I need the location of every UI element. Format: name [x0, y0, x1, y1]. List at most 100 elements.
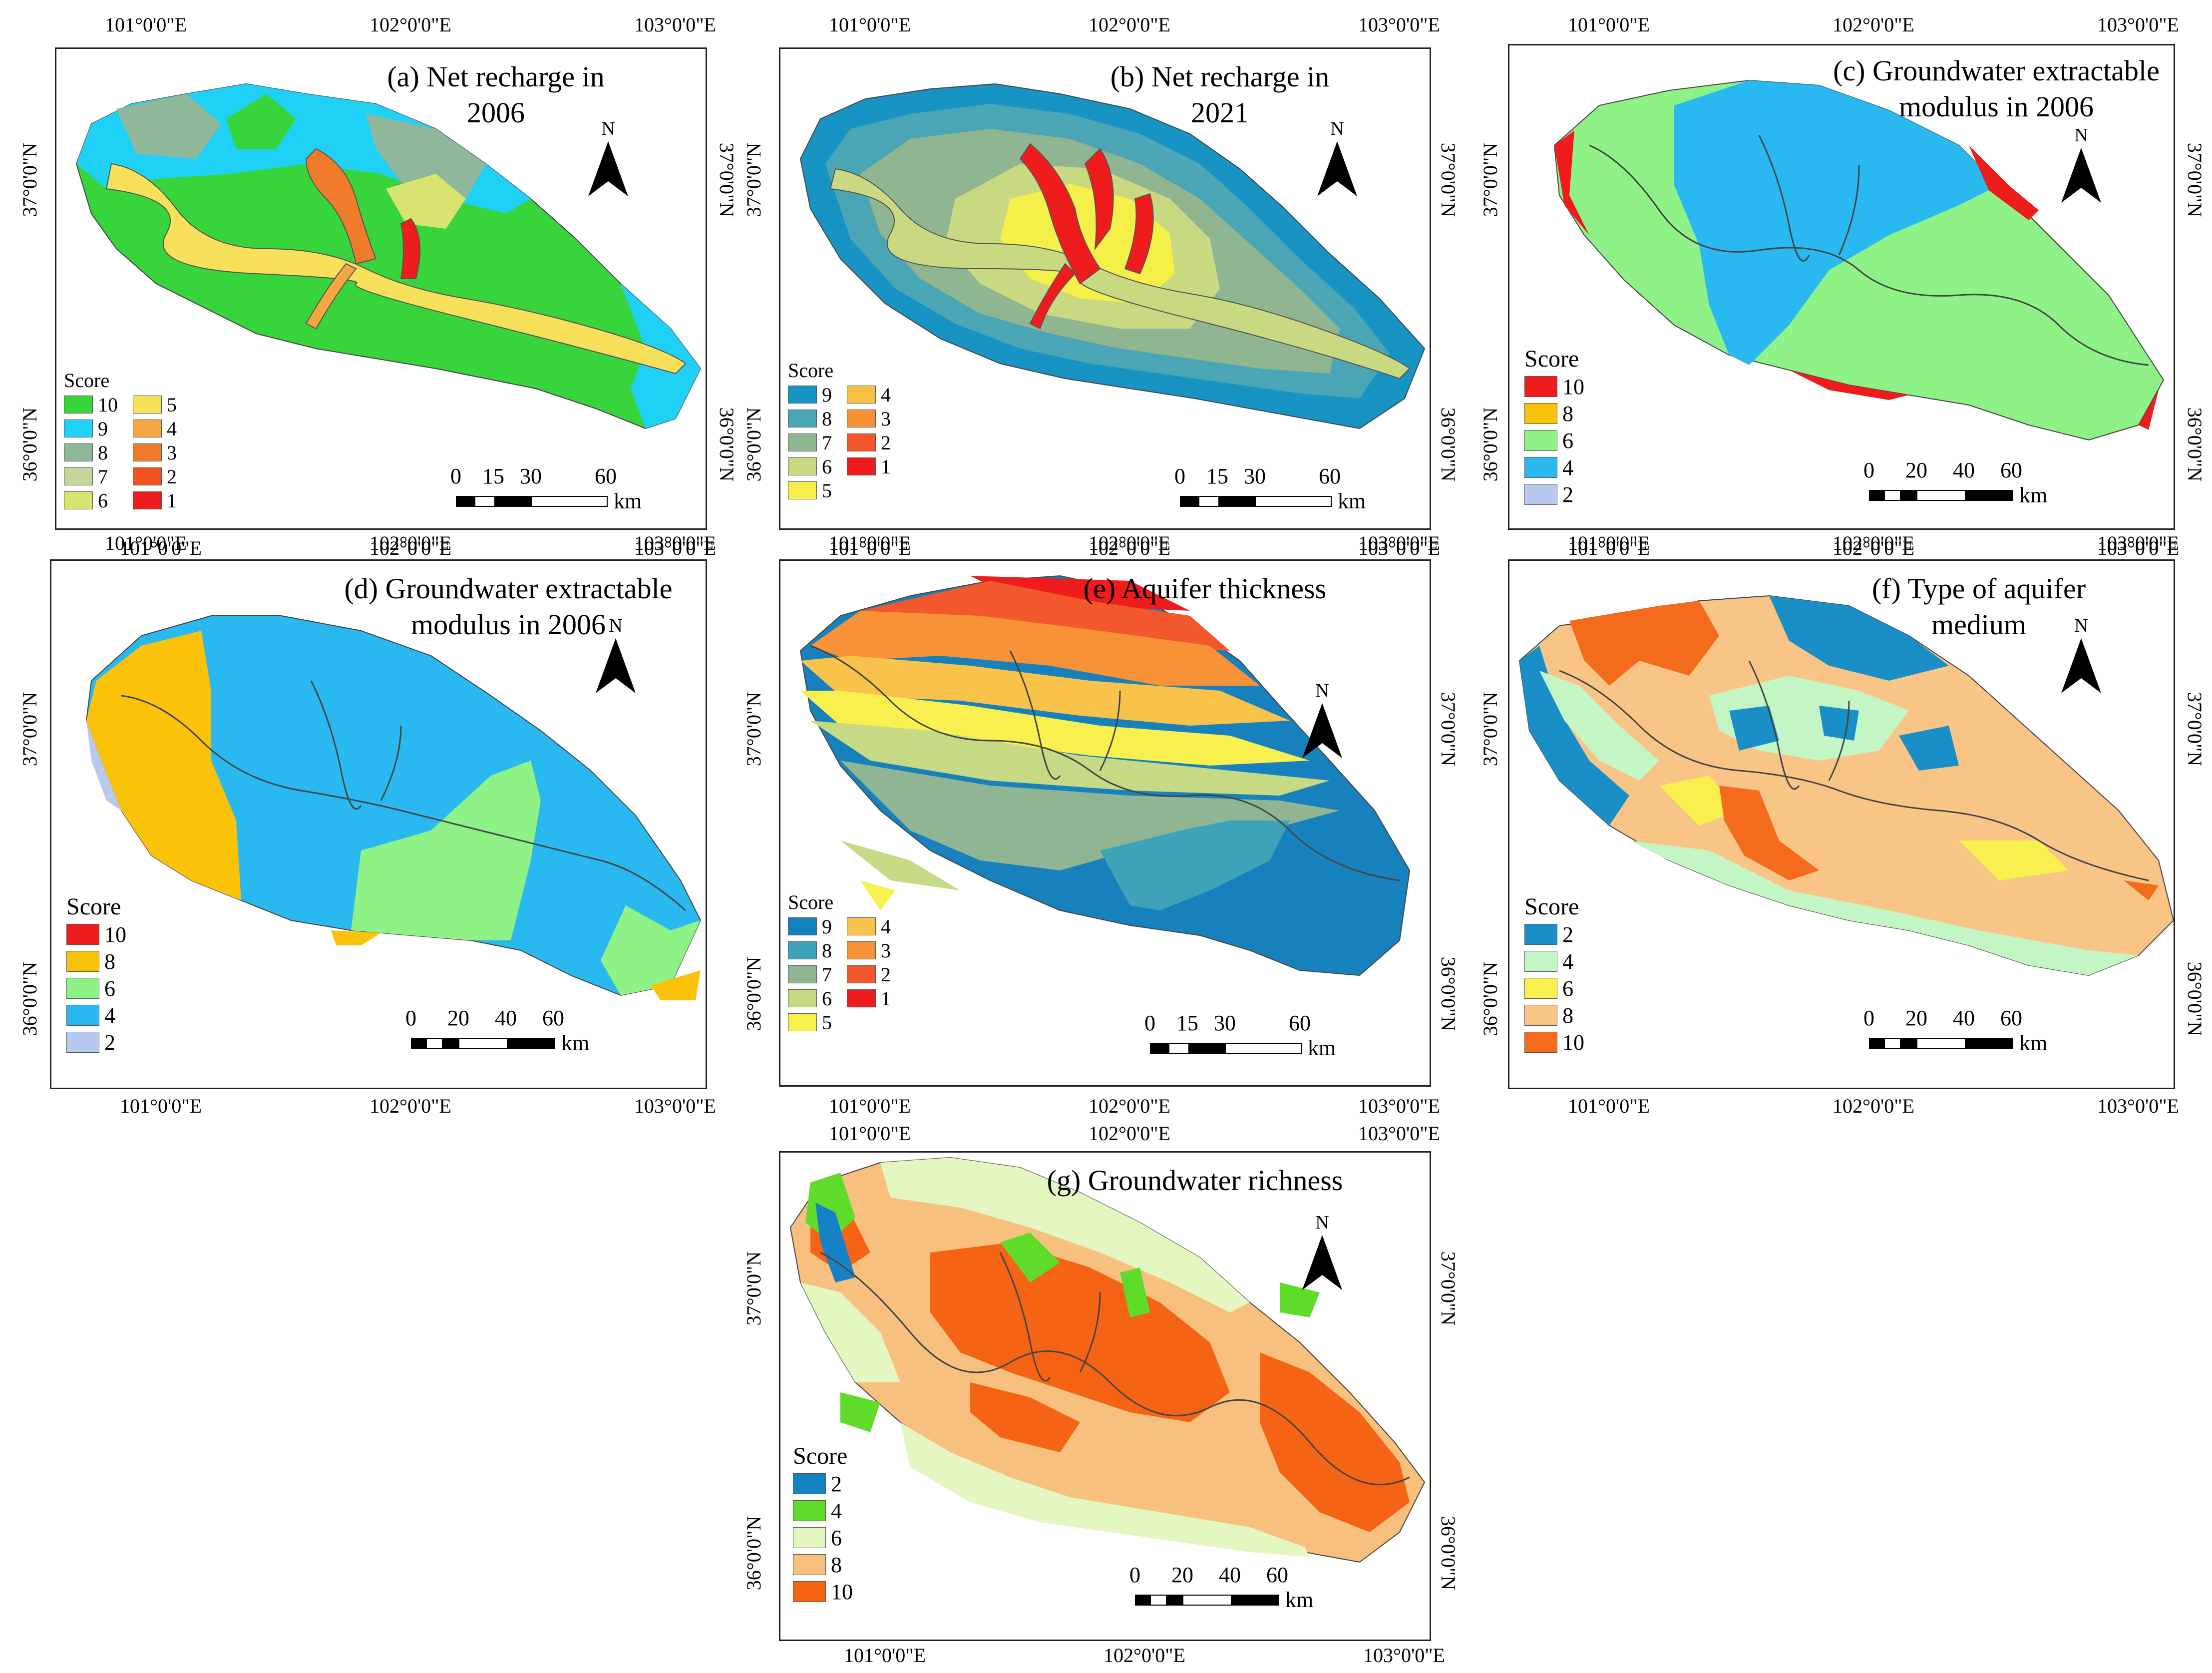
scale-bar: 0 15 30 60 km [1144, 1011, 1336, 1060]
zone-6 [351, 761, 541, 940]
left-lat-label: 37°0'0"N [1479, 142, 1501, 217]
top-lon-label: 101°0'0"E [829, 13, 911, 36]
right-lat-label: 36°0'0"N [2184, 407, 2206, 482]
river-branch-2 [1099, 690, 1121, 771]
right-lat-label: 36°0'0"N [716, 407, 738, 482]
zone-2-mid [1729, 706, 1779, 751]
river-valley [1559, 670, 2149, 881]
left-lat-label: 36°0'0"N [18, 407, 41, 482]
basin-map [1518, 595, 2174, 976]
panel-title: (g) Groundwater richness [1047, 1164, 1343, 1197]
scale-bar: 0 20 40 60 km [1863, 1006, 2048, 1055]
zone-8b [651, 970, 701, 1000]
zone-10-center [930, 1243, 1230, 1422]
zone-10-right [2124, 880, 2159, 900]
bottom-lon-label: 103°0'0"E [1358, 537, 1440, 559]
zone-6-right [1959, 840, 2069, 880]
right-lat-label: 37°0'0"N [1437, 142, 1460, 217]
zone-4-mid2 [1120, 1267, 1150, 1317]
scale-bar: 0 20 40 60 km [405, 1006, 590, 1055]
bottom-lon-label: 102°0'0"E [369, 537, 451, 559]
river-valley [810, 645, 1400, 881]
bottom-lon-label: 101°0'0"E [844, 1644, 926, 1667]
top-lon-label: 103°0'0"E [1358, 532, 1440, 554]
river-valley [820, 1252, 1410, 1486]
north-arrow: N [1315, 119, 1360, 201]
river-branch [999, 1252, 1051, 1382]
left-lat-label: 37°0'0"N [18, 142, 41, 217]
left-lat-label: 37°0'0"N [742, 1251, 765, 1326]
zone-10-top [1569, 601, 1719, 686]
top-lon-label: 102°0'0"E [1089, 13, 1170, 36]
legend: Score 2 4 6 8 10 [1524, 893, 1584, 1055]
right-lat-label: 37°0'0"N [2184, 692, 2206, 767]
bottom-lon-label: 101°0'0"E [1568, 1095, 1650, 1117]
zone-2-mid2 [1819, 706, 1859, 741]
map-frame: (d) Groundwater extractable modulus in 2… [50, 559, 707, 1089]
branch-red-3 [1124, 193, 1154, 275]
band-3 [810, 611, 1260, 686]
zone-green [226, 94, 296, 149]
panel-title: (f) Type of aquifer medium [1871, 572, 2086, 641]
red-edge-1 [1554, 130, 1589, 235]
top-lon-label: 101°0'0"E [1568, 13, 1650, 36]
bottom-lon-label: 102°0'0"E [1833, 537, 1914, 559]
valley [105, 163, 687, 375]
legend: Score 10 9 8 7 6 5 4 3 2 1 [64, 369, 177, 512]
left-lat-label: 36°0'0"N [742, 1516, 765, 1591]
zone-4-bottom [840, 1392, 880, 1432]
north-arrow-icon [2061, 148, 2101, 203]
zone-6 [386, 174, 466, 229]
map-frame: (b) Net recharge in 2021 N Score 9 8 7 6… [779, 47, 1431, 530]
right-lat-label: 37°0'0"N [1437, 1251, 1460, 1326]
basin-map [799, 83, 1426, 429]
top-lon-label: 103°0'0"E [2097, 532, 2179, 554]
branch-orange [305, 148, 377, 265]
bottom-lon-label: 101°0'0"E [1568, 537, 1650, 559]
north-arrow-icon [2061, 638, 2101, 693]
river-branch [310, 680, 362, 810]
zone-6-top [880, 1158, 1250, 1312]
zone-10-mid [1719, 786, 1819, 880]
bottom-lon-label: 102°0'0"E [1833, 1095, 1914, 1117]
bottom-lon-label: 101°0'0"E [120, 1095, 202, 1117]
north-arrow: N [1300, 1213, 1345, 1295]
north-arrow: N [593, 616, 638, 698]
basin-map [799, 575, 1411, 976]
zone-5 [1000, 184, 1175, 304]
north-arrow-icon [1302, 1235, 1342, 1290]
band-1 [970, 576, 1190, 611]
north-arrow-icon [588, 141, 628, 196]
map-frame: (c) Groundwater extractable modulus in 2… [1508, 44, 2175, 530]
map-frame: (f) Type of aquifer medium N Score 2 4 6… [1508, 559, 2175, 1089]
branch-red [1019, 143, 1101, 285]
zone-4-right [1280, 1282, 1320, 1317]
zone-2-right [1899, 726, 1959, 771]
right-lat-label: 37°0'0"N [2184, 142, 2206, 217]
left-lat-label: 37°0'0"N [1479, 692, 1501, 767]
panel-title: (d) Groundwater extractable modulus in 2… [344, 572, 673, 641]
zone-4-left [805, 1173, 855, 1243]
north-arrow-icon [1302, 703, 1342, 758]
map-frame: (a) Net recharge in 2006 N Score 10 9 8 … [55, 47, 707, 530]
bottom-lon-label: 101°0'0"E [120, 537, 202, 559]
right-lat-label: 36°0'0"N [1437, 1516, 1460, 1591]
zone-4-bottom [1629, 840, 2139, 975]
basin-map [85, 615, 702, 1000]
left-lat-label: 36°0'0"N [1479, 961, 1501, 1036]
branch-orange-2 [305, 263, 357, 330]
top-lon-label: 103°0'0"E [634, 13, 716, 36]
zone-2-top [1769, 596, 1949, 681]
north-arrow: N [586, 119, 631, 201]
bottom-lon-label: 101°0'0"E [829, 1095, 911, 1117]
right-lat-label: 37°0'0"N [1437, 692, 1460, 767]
left-lat-label: 36°0'0"N [742, 956, 765, 1031]
river-branch [1009, 650, 1061, 780]
band-5b [860, 880, 895, 910]
bottom-lon-label: 103°0'0"E [1363, 1644, 1445, 1667]
panel-title: (a) Net recharge in 2006 [387, 60, 605, 129]
bottom-lon-label: 103°0'0"E [2097, 1095, 2179, 1117]
zone-6-bottom [900, 1422, 1310, 1557]
river-branch-2 [1828, 700, 1850, 781]
band-2 [860, 581, 1230, 651]
